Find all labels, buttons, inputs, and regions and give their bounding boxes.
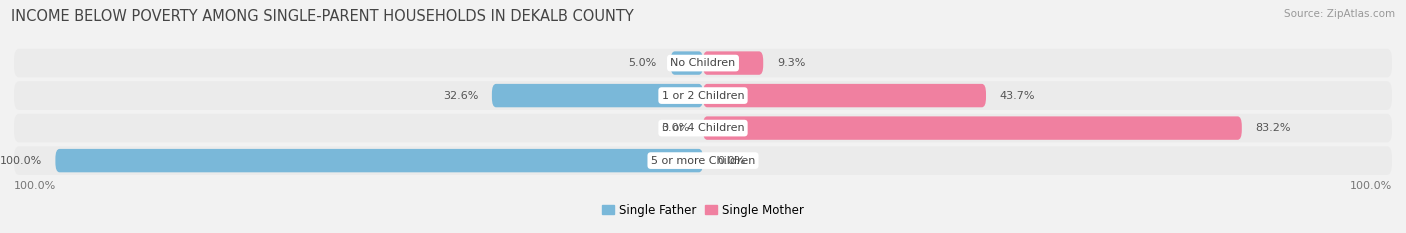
FancyBboxPatch shape [14, 146, 1392, 175]
Text: 43.7%: 43.7% [1000, 91, 1035, 101]
FancyBboxPatch shape [703, 116, 1241, 140]
FancyBboxPatch shape [492, 84, 703, 107]
Text: 5.0%: 5.0% [628, 58, 657, 68]
Text: 100.0%: 100.0% [0, 156, 42, 166]
FancyBboxPatch shape [703, 51, 763, 75]
Text: 3 or 4 Children: 3 or 4 Children [662, 123, 744, 133]
FancyBboxPatch shape [671, 51, 703, 75]
Text: INCOME BELOW POVERTY AMONG SINGLE-PARENT HOUSEHOLDS IN DEKALB COUNTY: INCOME BELOW POVERTY AMONG SINGLE-PARENT… [11, 9, 634, 24]
FancyBboxPatch shape [703, 84, 986, 107]
Text: 1 or 2 Children: 1 or 2 Children [662, 91, 744, 101]
Text: 0.0%: 0.0% [661, 123, 689, 133]
Text: 9.3%: 9.3% [778, 58, 806, 68]
FancyBboxPatch shape [55, 149, 703, 172]
FancyBboxPatch shape [14, 49, 1392, 77]
FancyBboxPatch shape [14, 81, 1392, 110]
FancyBboxPatch shape [14, 114, 1392, 142]
Text: 100.0%: 100.0% [14, 181, 56, 191]
Text: 83.2%: 83.2% [1256, 123, 1291, 133]
Text: 0.0%: 0.0% [717, 156, 745, 166]
Text: 5 or more Children: 5 or more Children [651, 156, 755, 166]
Text: Source: ZipAtlas.com: Source: ZipAtlas.com [1284, 9, 1395, 19]
Legend: Single Father, Single Mother: Single Father, Single Mother [598, 199, 808, 221]
Text: 100.0%: 100.0% [1350, 181, 1392, 191]
Text: No Children: No Children [671, 58, 735, 68]
Text: 32.6%: 32.6% [443, 91, 478, 101]
